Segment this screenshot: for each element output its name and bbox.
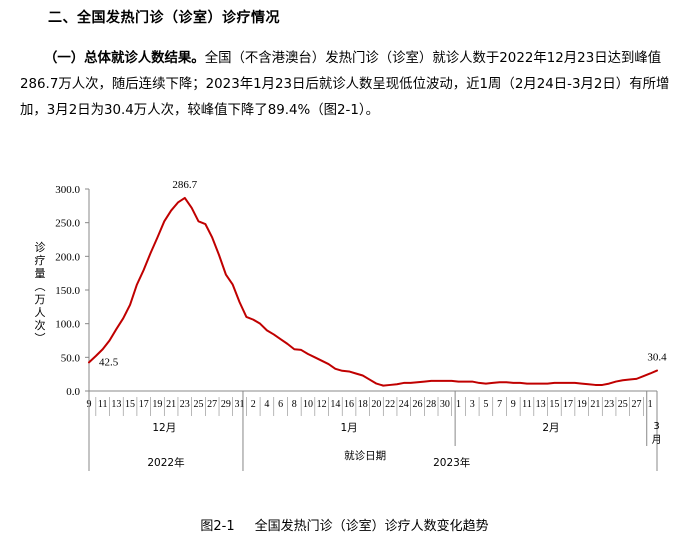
x-tick-label: 2 (251, 399, 256, 410)
y-axis-label-char: 万 (35, 293, 46, 306)
x-axis: 9111315171921232527293124681012141618202… (87, 390, 662, 471)
figure-caption: 图2-1 全国发热门诊（诊室）诊疗人数变化趋势 (0, 515, 689, 534)
y-axis-label-char: 人 (35, 306, 46, 319)
y-tick-label: 200.0 (55, 251, 80, 263)
x-tick-label: 7 (497, 399, 502, 410)
y-tick-label: 250.0 (55, 218, 80, 230)
x-tick-label: 31 (235, 399, 245, 410)
x-tick-label: 25 (618, 399, 628, 410)
x-axis-title: 就诊日期 (344, 449, 386, 462)
x-tick-label: 9 (511, 399, 516, 410)
paragraph-body: 全国（不含港澳台）发热门诊（诊室）就诊人数于2022年12月23日达到峰值286… (20, 51, 670, 118)
summary-paragraph: （一）总体就诊人数结果。全国（不含港澳台）发热门诊（诊室）就诊人数于2022年1… (20, 46, 680, 124)
data-label: 42.5 (99, 356, 119, 368)
x-tick-label: 13 (111, 399, 121, 410)
x-tick-label: 21 (590, 399, 600, 410)
x-tick-label: 29 (221, 399, 231, 410)
y-tick-label: 150.0 (55, 285, 80, 297)
plot-area (88, 196, 658, 387)
month-label: 12月 (152, 422, 176, 434)
x-tick-label: 24 (399, 399, 409, 410)
chart-container: 0.0 50.0 100.0 150.0 200.0 250.0 300.0 诊疗量 ︵ 万人次 ︶… (0, 170, 689, 480)
x-tick-label: 16 (344, 399, 354, 410)
y-tick-label: 100.0 (55, 319, 80, 331)
x-tick-label: 8 (292, 399, 297, 410)
series-line (88, 196, 658, 387)
x-tick-label: 19 (577, 399, 587, 410)
year-label: 2022年 (147, 456, 184, 469)
y-axis-label-char: 诊 (35, 240, 46, 254)
month-label: 1月 (340, 422, 357, 434)
paragraph-subheading: （一）总体就诊人数结果。 (44, 51, 205, 66)
x-tick-label: 6 (278, 399, 283, 410)
x-tick-label: 4 (264, 399, 269, 410)
year-label: 2023年 (433, 456, 470, 469)
figure-caption-text: 全国发热门诊（诊室）诊疗人数变化趋势 (254, 519, 489, 534)
y-axis-label-char: 疗 (35, 253, 46, 267)
x-tick-label: 28 (426, 399, 436, 410)
line-chart: 0.0 50.0 100.0 150.0 200.0 250.0 300.0 诊疗量︵万人次︶… (35, 179, 667, 471)
x-tick-label: 11 (98, 399, 108, 410)
y-tick-label: 50.0 (61, 352, 81, 364)
x-tick-label: 19 (152, 399, 162, 410)
x-tick-label: 3 (470, 399, 475, 410)
x-tick-label: 1 (648, 399, 653, 410)
y-axis-label-char: 量 (35, 267, 46, 280)
x-tick-label: 20 (371, 399, 381, 410)
x-tick-label: 17 (139, 399, 149, 410)
x-tick-label: 26 (412, 399, 422, 410)
x-tick-label: 21 (166, 399, 176, 410)
month-label: 月 (652, 434, 662, 446)
x-tick-label: 30 (440, 399, 450, 410)
y-tick-label: 300.0 (55, 184, 80, 196)
y-axis: 0.0 50.0 100.0 150.0 200.0 250.0 300.0 诊疗量︵万人次︶ (35, 184, 90, 398)
data-label: 286.7 (172, 179, 197, 191)
x-tick-label: 27 (207, 399, 217, 410)
chart-text-labels: 42.5 286.7 30.4 (99, 179, 667, 368)
y-tick-label: 0.0 (66, 386, 80, 398)
x-tick-label: 12 (317, 399, 327, 410)
x-tick-label: 15 (549, 399, 559, 410)
x-tick-label: 1 (456, 399, 461, 410)
x-tick-label: 22 (385, 399, 395, 410)
x-tick-label: 17 (563, 399, 573, 410)
month-label: 2月 (542, 422, 559, 434)
x-tick-label: 18 (358, 399, 368, 410)
x-tick-label: 23 (180, 399, 190, 410)
section-heading: 二、全国发热门诊（诊室）诊疗情况 (48, 10, 280, 26)
figure-number: 图2-1 (200, 519, 235, 534)
y-axis-label-char: 次 (35, 318, 46, 332)
x-tick-label: 13 (536, 399, 546, 410)
x-tick-label: 25 (193, 399, 203, 410)
x-tick-label: 15 (125, 399, 135, 410)
x-tick-label: 11 (522, 399, 532, 410)
y-axis-label-char: ︵ (35, 280, 46, 293)
x-tick-label: 10 (303, 399, 313, 410)
y-axis-label-char: ︶ (35, 332, 46, 345)
x-tick-label: 14 (330, 399, 340, 410)
month-label: 3 (653, 421, 659, 432)
data-label: 30.4 (647, 352, 667, 364)
x-tick-label: 27 (631, 399, 641, 410)
x-tick-label: 5 (483, 399, 488, 410)
x-tick-label: 23 (604, 399, 614, 410)
